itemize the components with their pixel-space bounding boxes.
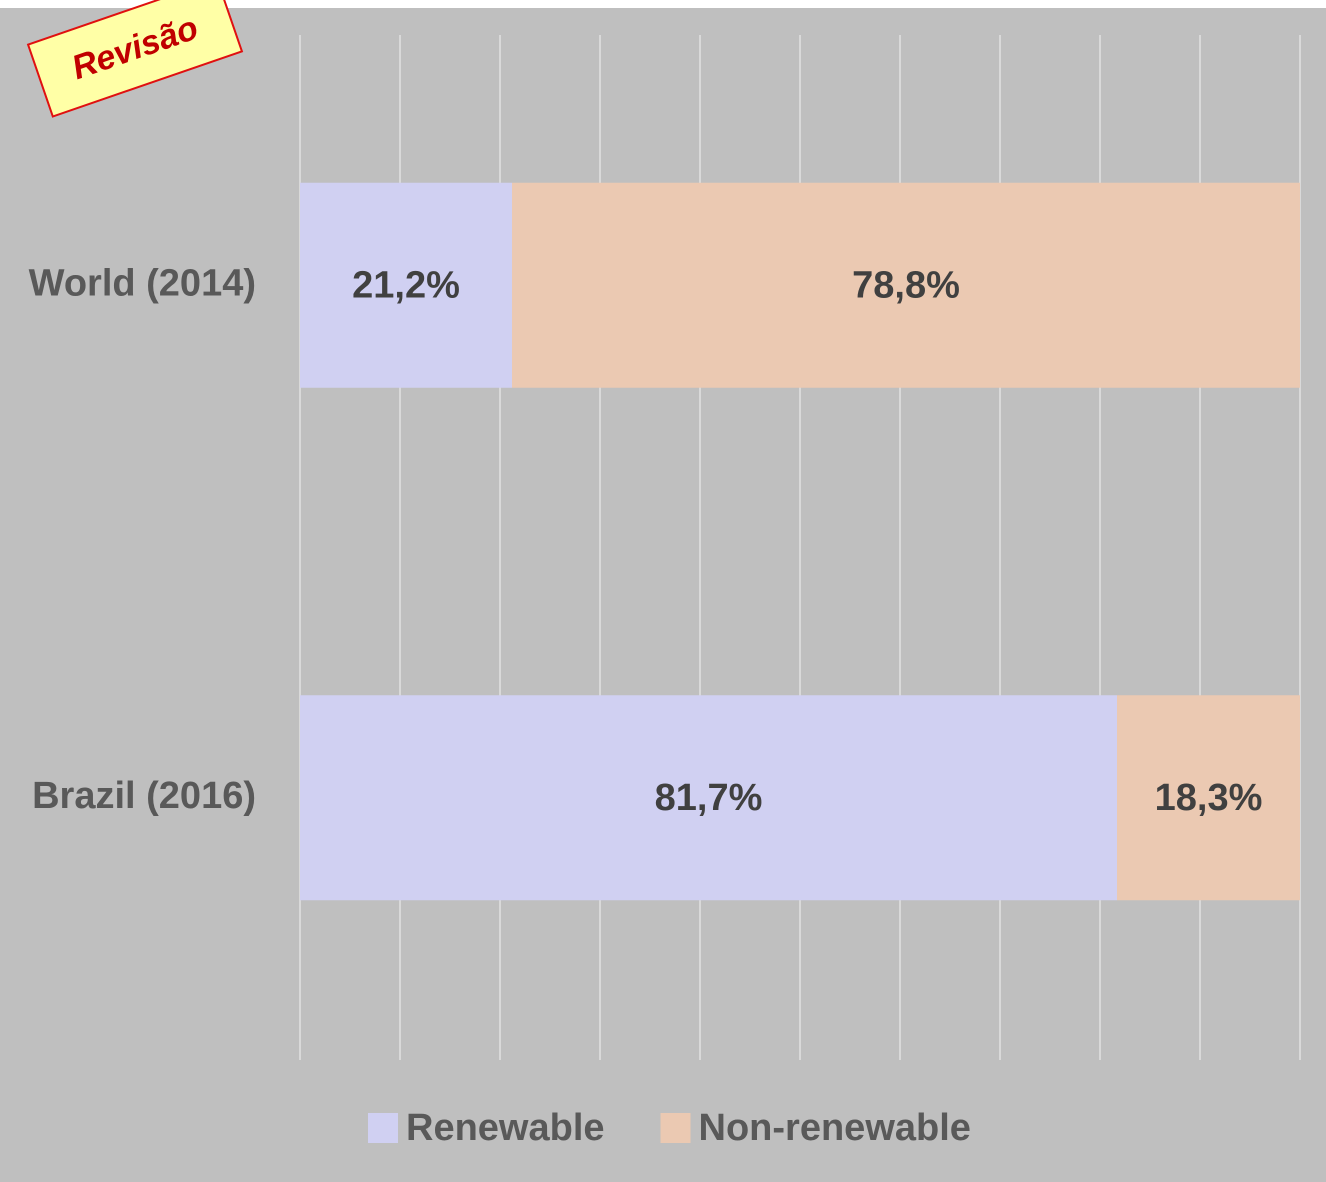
y-tick-label: Brazil (2016)	[32, 775, 256, 817]
bar-segment	[300, 695, 1117, 901]
bar-segment	[1117, 695, 1300, 901]
bar-segment	[300, 182, 512, 388]
y-tick-label: World (2014)	[29, 262, 256, 304]
bar-segment	[512, 182, 1300, 388]
legend: Renewable Non-renewable	[368, 1107, 971, 1149]
data-label: 21,2%	[352, 264, 460, 306]
data-label: 81,7%	[655, 777, 763, 819]
plot: World (2014) 21,2% 78,8% Brazil (2016) 81,7%…	[29, 35, 1301, 1149]
data-label: 78,8%	[852, 264, 960, 306]
legend-swatch	[660, 1113, 691, 1143]
stamp-box	[26, 0, 244, 118]
legend-label: Renewable	[406, 1107, 605, 1149]
legend-label: Non-renewable	[699, 1107, 971, 1149]
data-label: 18,3%	[1155, 777, 1263, 819]
legend-swatch	[368, 1113, 398, 1143]
